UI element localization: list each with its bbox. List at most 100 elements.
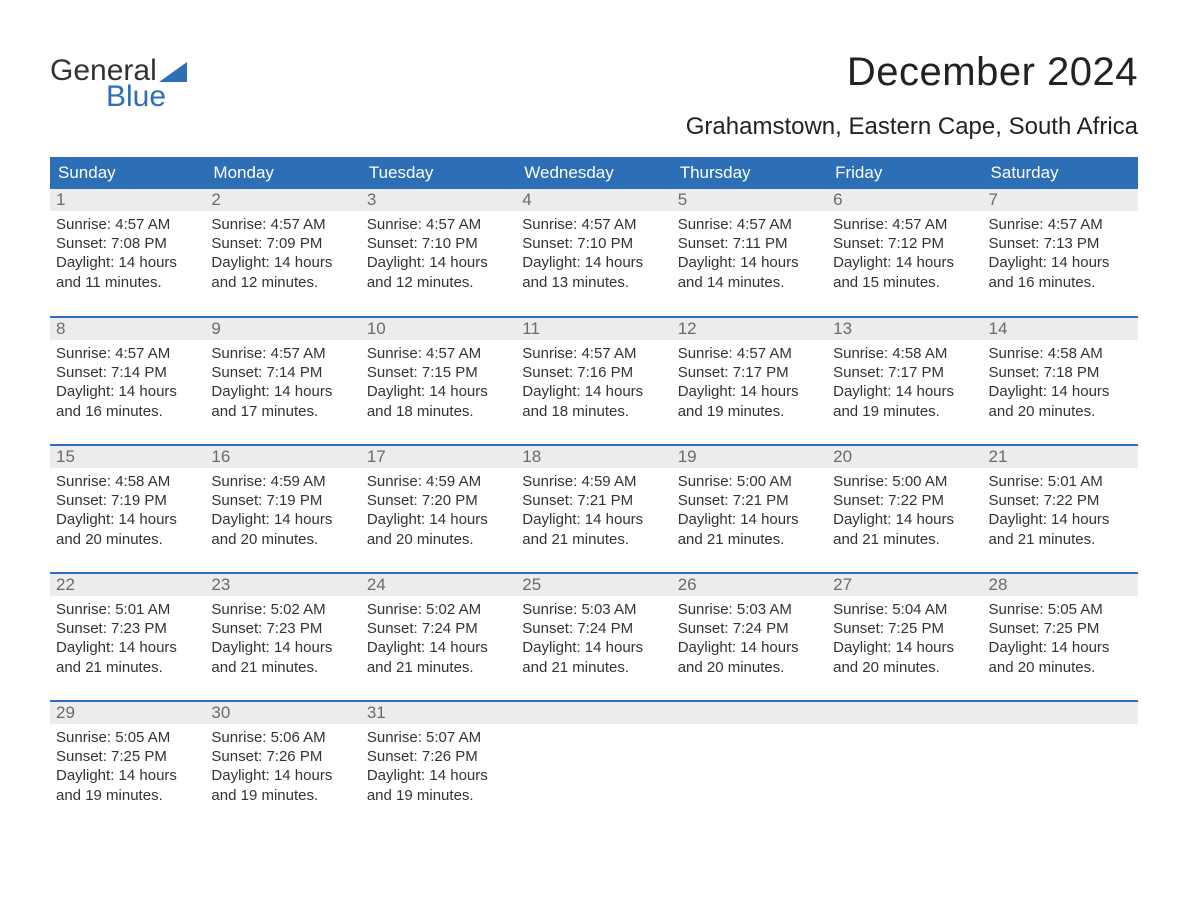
day-details: Sunrise: 5:02 AMSunset: 7:24 PMDaylight:…: [361, 596, 516, 683]
sunset-line: Sunset: 7:25 PM: [833, 619, 976, 638]
day-details: Sunrise: 4:57 AMSunset: 7:16 PMDaylight:…: [516, 340, 671, 427]
calendar-day-cell: 9Sunrise: 4:57 AMSunset: 7:14 PMDaylight…: [205, 317, 360, 445]
day-details: Sunrise: 4:58 AMSunset: 7:19 PMDaylight:…: [50, 468, 205, 555]
day-number: 12: [672, 318, 827, 340]
day-number: [827, 702, 982, 724]
calendar-day-cell: 29Sunrise: 5:05 AMSunset: 7:25 PMDayligh…: [50, 701, 205, 829]
sunset-line: Sunset: 7:21 PM: [678, 491, 821, 510]
calendar-day-cell: 19Sunrise: 5:00 AMSunset: 7:21 PMDayligh…: [672, 445, 827, 573]
day-number: 4: [516, 189, 671, 211]
sunset-line: Sunset: 7:18 PM: [989, 363, 1132, 382]
calendar-table: Sunday Monday Tuesday Wednesday Thursday…: [50, 157, 1138, 829]
sunset-line: Sunset: 7:17 PM: [833, 363, 976, 382]
calendar-day-cell: 22Sunrise: 5:01 AMSunset: 7:23 PMDayligh…: [50, 573, 205, 701]
day-number: 14: [983, 318, 1138, 340]
sunset-line: Sunset: 7:24 PM: [522, 619, 665, 638]
sunrise-line: Sunrise: 4:57 AM: [833, 215, 976, 234]
daylight-line: Daylight: 14 hours and 12 minutes.: [367, 253, 510, 291]
calendar-day-cell: 6Sunrise: 4:57 AMSunset: 7:12 PMDaylight…: [827, 189, 982, 317]
col-saturday: Saturday: [983, 157, 1138, 189]
sunrise-line: Sunrise: 4:57 AM: [678, 215, 821, 234]
day-number: 22: [50, 574, 205, 596]
day-details: Sunrise: 5:02 AMSunset: 7:23 PMDaylight:…: [205, 596, 360, 683]
logo-word-blue: Blue: [106, 80, 166, 114]
calendar-day-cell: 23Sunrise: 5:02 AMSunset: 7:23 PMDayligh…: [205, 573, 360, 701]
sunrise-line: Sunrise: 4:57 AM: [211, 215, 354, 234]
day-number: 7: [983, 189, 1138, 211]
day-details: Sunrise: 4:57 AMSunset: 7:08 PMDaylight:…: [50, 211, 205, 298]
sunset-line: Sunset: 7:08 PM: [56, 234, 199, 253]
daylight-line: Daylight: 14 hours and 20 minutes.: [56, 510, 199, 548]
day-details: Sunrise: 4:57 AMSunset: 7:10 PMDaylight:…: [516, 211, 671, 298]
calendar-day-cell: 28Sunrise: 5:05 AMSunset: 7:25 PMDayligh…: [983, 573, 1138, 701]
sunset-line: Sunset: 7:13 PM: [989, 234, 1132, 253]
sunrise-line: Sunrise: 4:57 AM: [367, 215, 510, 234]
calendar-day-cell: [672, 701, 827, 829]
daylight-line: Daylight: 14 hours and 21 minutes.: [989, 510, 1132, 548]
daylight-line: Daylight: 14 hours and 16 minutes.: [989, 253, 1132, 291]
daylight-line: Daylight: 14 hours and 19 minutes.: [678, 382, 821, 420]
sunrise-line: Sunrise: 4:57 AM: [211, 344, 354, 363]
day-number: 19: [672, 446, 827, 468]
logo-triangle-icon: [159, 62, 187, 82]
calendar-day-cell: 10Sunrise: 4:57 AMSunset: 7:15 PMDayligh…: [361, 317, 516, 445]
calendar-day-cell: 17Sunrise: 4:59 AMSunset: 7:20 PMDayligh…: [361, 445, 516, 573]
day-details: Sunrise: 5:01 AMSunset: 7:22 PMDaylight:…: [983, 468, 1138, 555]
sunset-line: Sunset: 7:10 PM: [367, 234, 510, 253]
sunrise-line: Sunrise: 4:57 AM: [56, 344, 199, 363]
day-details: Sunrise: 4:58 AMSunset: 7:17 PMDaylight:…: [827, 340, 982, 427]
col-sunday: Sunday: [50, 157, 205, 189]
daylight-line: Daylight: 14 hours and 21 minutes.: [833, 510, 976, 548]
sunset-line: Sunset: 7:24 PM: [678, 619, 821, 638]
sunrise-line: Sunrise: 4:58 AM: [989, 344, 1132, 363]
day-number: 28: [983, 574, 1138, 596]
daylight-line: Daylight: 14 hours and 14 minutes.: [678, 253, 821, 291]
calendar-day-cell: 1Sunrise: 4:57 AMSunset: 7:08 PMDaylight…: [50, 189, 205, 317]
calendar-day-cell: 12Sunrise: 4:57 AMSunset: 7:17 PMDayligh…: [672, 317, 827, 445]
calendar-day-cell: 18Sunrise: 4:59 AMSunset: 7:21 PMDayligh…: [516, 445, 671, 573]
sunset-line: Sunset: 7:19 PM: [56, 491, 199, 510]
calendar-day-cell: 13Sunrise: 4:58 AMSunset: 7:17 PMDayligh…: [827, 317, 982, 445]
sunset-line: Sunset: 7:20 PM: [367, 491, 510, 510]
day-number: 17: [361, 446, 516, 468]
sunset-line: Sunset: 7:22 PM: [833, 491, 976, 510]
sunrise-line: Sunrise: 4:57 AM: [522, 344, 665, 363]
sunset-line: Sunset: 7:19 PM: [211, 491, 354, 510]
sunrise-line: Sunrise: 5:05 AM: [56, 728, 199, 747]
calendar-day-cell: 3Sunrise: 4:57 AMSunset: 7:10 PMDaylight…: [361, 189, 516, 317]
day-details: Sunrise: 4:57 AMSunset: 7:10 PMDaylight:…: [361, 211, 516, 298]
day-details: Sunrise: 4:59 AMSunset: 7:21 PMDaylight:…: [516, 468, 671, 555]
day-details: Sunrise: 5:05 AMSunset: 7:25 PMDaylight:…: [983, 596, 1138, 683]
calendar-day-cell: 14Sunrise: 4:58 AMSunset: 7:18 PMDayligh…: [983, 317, 1138, 445]
day-number: 31: [361, 702, 516, 724]
day-details: Sunrise: 5:03 AMSunset: 7:24 PMDaylight:…: [516, 596, 671, 683]
daylight-line: Daylight: 14 hours and 19 minutes.: [833, 382, 976, 420]
calendar-week-row: 1Sunrise: 4:57 AMSunset: 7:08 PMDaylight…: [50, 189, 1138, 317]
col-wednesday: Wednesday: [516, 157, 671, 189]
sunrise-line: Sunrise: 5:05 AM: [989, 600, 1132, 619]
sunrise-line: Sunrise: 5:03 AM: [522, 600, 665, 619]
sunset-line: Sunset: 7:21 PM: [522, 491, 665, 510]
day-details: Sunrise: 4:59 AMSunset: 7:19 PMDaylight:…: [205, 468, 360, 555]
day-number: 29: [50, 702, 205, 724]
calendar-week-row: 22Sunrise: 5:01 AMSunset: 7:23 PMDayligh…: [50, 573, 1138, 701]
daylight-line: Daylight: 14 hours and 17 minutes.: [211, 382, 354, 420]
sunrise-line: Sunrise: 5:01 AM: [989, 472, 1132, 491]
day-number: [672, 702, 827, 724]
sunset-line: Sunset: 7:16 PM: [522, 363, 665, 382]
daylight-line: Daylight: 14 hours and 21 minutes.: [367, 638, 510, 676]
day-number: 8: [50, 318, 205, 340]
sunrise-line: Sunrise: 5:01 AM: [56, 600, 199, 619]
daylight-line: Daylight: 14 hours and 12 minutes.: [211, 253, 354, 291]
sunrise-line: Sunrise: 4:57 AM: [56, 215, 199, 234]
day-details: Sunrise: 4:58 AMSunset: 7:18 PMDaylight:…: [983, 340, 1138, 427]
calendar-day-cell: 11Sunrise: 4:57 AMSunset: 7:16 PMDayligh…: [516, 317, 671, 445]
daylight-line: Daylight: 14 hours and 19 minutes.: [56, 766, 199, 804]
daylight-line: Daylight: 14 hours and 13 minutes.: [522, 253, 665, 291]
sunset-line: Sunset: 7:12 PM: [833, 234, 976, 253]
daylight-line: Daylight: 14 hours and 20 minutes.: [211, 510, 354, 548]
day-number: 18: [516, 446, 671, 468]
sunrise-line: Sunrise: 4:59 AM: [211, 472, 354, 491]
daylight-line: Daylight: 14 hours and 16 minutes.: [56, 382, 199, 420]
calendar-day-cell: 7Sunrise: 4:57 AMSunset: 7:13 PMDaylight…: [983, 189, 1138, 317]
